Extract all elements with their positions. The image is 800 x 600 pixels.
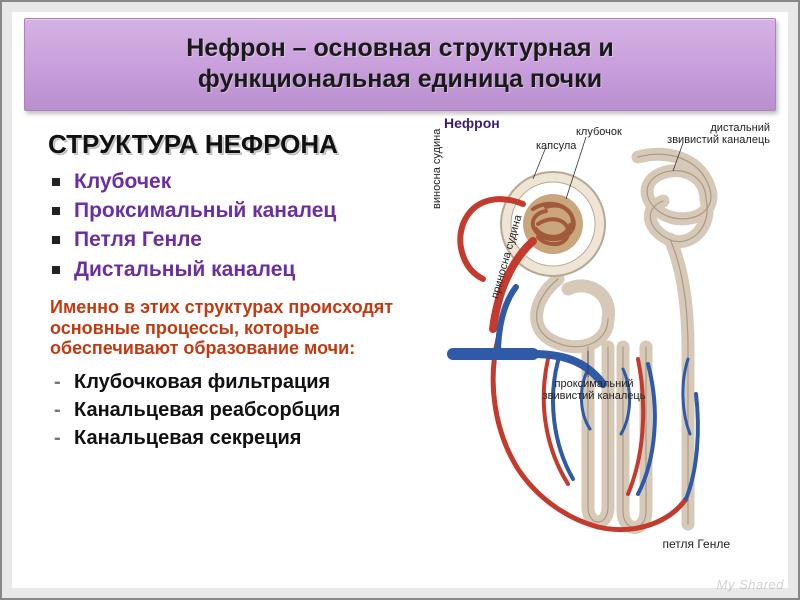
diagram-title: Нефрон — [444, 115, 500, 131]
title-line2: функциональная единица почки — [35, 64, 765, 95]
list-item: Канальцевая реабсорбция — [50, 397, 428, 423]
label-distal-2: звивистий каналець — [650, 135, 770, 147]
list-item: Проксимальный каналец — [50, 197, 428, 224]
watermark: My Shared — [717, 577, 784, 592]
list-item: Петля Генле — [50, 226, 428, 253]
label-proximal-2: звивистий каналець — [524, 391, 664, 403]
list-item: Канальцевая секреция — [50, 425, 428, 451]
left-column: СТРУКТУРА НЕФРОНА Клубочек Проксимальный… — [48, 129, 428, 559]
structure-list: Клубочек Проксимальный каналец Петля Ген… — [50, 168, 428, 283]
note-text: Именно в этих структурах происходят осно… — [50, 297, 410, 359]
diagram-panel: Нефрон клубочок капсула дистальний звиви… — [438, 129, 770, 559]
list-item: Клубочковая фильтрация — [50, 369, 428, 395]
nephron-diagram — [438, 129, 758, 549]
list-item: Клубочек — [50, 168, 428, 195]
content-row: СТРУКТУРА НЕФРОНА Клубочек Проксимальный… — [14, 129, 786, 559]
title-line1: Нефрон – основная структурная и — [35, 33, 765, 64]
section-heading: СТРУКТУРА НЕФРОНА — [48, 131, 428, 158]
slide-frame: Нефрон – основная структурная и функцион… — [0, 0, 800, 600]
list-item: Дистальный каналец — [50, 256, 428, 283]
label-distal-1: дистальний — [650, 123, 770, 135]
label-capsule: капсула — [536, 141, 576, 153]
label-efferent: виносна судина — [432, 89, 444, 209]
label-loop-henle: петля Генле — [662, 537, 730, 551]
title-bar: Нефрон – основная структурная и функцион… — [24, 18, 776, 111]
label-proximal-1: проксимальний — [534, 379, 654, 391]
label-glomerulus: клубочок — [576, 127, 622, 139]
process-list: Клубочковая фильтрация Канальцевая реабс… — [50, 369, 428, 451]
